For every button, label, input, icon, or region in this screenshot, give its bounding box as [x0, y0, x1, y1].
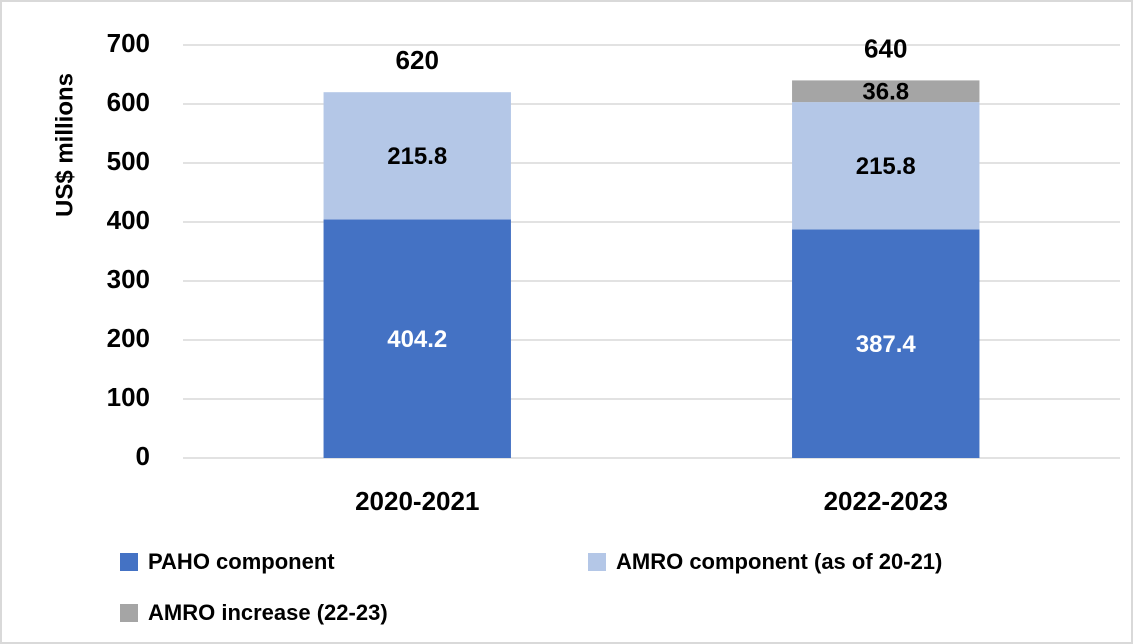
legend-label: AMRO increase (22-23)	[148, 600, 388, 625]
total-label: 620	[396, 45, 439, 75]
y-tick-label: 500	[107, 146, 150, 176]
y-tick-label: 300	[107, 264, 150, 294]
y-axis-title: US$ millions	[51, 73, 78, 217]
y-tick-label: 200	[107, 323, 150, 353]
bar-segment	[792, 80, 980, 103]
y-tick-label: 400	[107, 205, 150, 235]
data-label: 36.8	[862, 79, 909, 106]
bar-segment	[792, 102, 980, 230]
bar-segment	[323, 92, 511, 220]
y-tick-label: 700	[107, 28, 150, 58]
y-tick-label: 600	[107, 87, 150, 117]
total-label: 640	[864, 33, 907, 63]
bar-segment	[323, 219, 511, 458]
bar-segment	[792, 229, 980, 458]
legend-swatch	[588, 553, 606, 571]
x-tick-label: 2022-2023	[824, 486, 948, 516]
data-label: 404.2	[387, 326, 447, 353]
legend-swatch	[120, 553, 138, 571]
data-label: 215.8	[387, 143, 447, 170]
data-label: 215.8	[856, 153, 916, 180]
legend-label: AMRO component (as of 20-21)	[616, 549, 942, 574]
x-tick-label: 2020-2021	[355, 486, 479, 516]
legend-swatch	[120, 604, 138, 622]
data-label: 387.4	[856, 331, 917, 358]
y-tick-label: 0	[136, 441, 150, 471]
y-tick-label: 100	[107, 382, 150, 412]
legend-label: PAHO component	[148, 549, 335, 574]
